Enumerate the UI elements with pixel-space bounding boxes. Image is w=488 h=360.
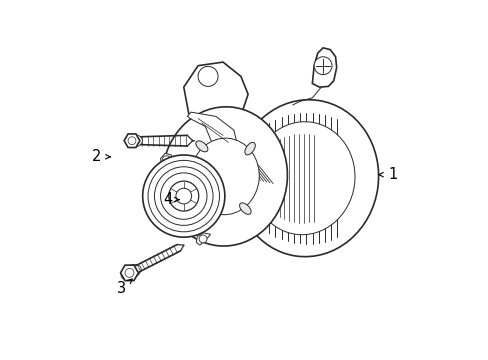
Polygon shape	[124, 134, 140, 148]
Ellipse shape	[190, 138, 259, 215]
Text: 3: 3	[117, 282, 125, 296]
Circle shape	[162, 156, 171, 164]
Polygon shape	[183, 62, 247, 123]
Text: 1: 1	[387, 167, 397, 182]
Polygon shape	[121, 265, 138, 280]
Circle shape	[125, 269, 134, 277]
Ellipse shape	[196, 141, 207, 152]
Polygon shape	[196, 233, 210, 245]
Ellipse shape	[244, 142, 255, 155]
Circle shape	[313, 57, 331, 75]
Ellipse shape	[121, 264, 141, 280]
Circle shape	[199, 235, 206, 243]
Polygon shape	[312, 48, 336, 87]
Circle shape	[160, 173, 206, 219]
Ellipse shape	[239, 203, 251, 215]
Circle shape	[148, 160, 219, 232]
Circle shape	[168, 181, 198, 211]
Ellipse shape	[187, 190, 200, 202]
Polygon shape	[187, 112, 237, 160]
Circle shape	[142, 155, 224, 237]
Circle shape	[128, 137, 136, 145]
Circle shape	[198, 66, 218, 86]
Ellipse shape	[125, 134, 142, 147]
Circle shape	[154, 167, 213, 225]
Ellipse shape	[162, 107, 287, 246]
Polygon shape	[160, 153, 173, 166]
Text: 2: 2	[91, 149, 101, 164]
Ellipse shape	[235, 100, 378, 257]
Text: 4: 4	[163, 192, 172, 207]
Ellipse shape	[251, 122, 354, 235]
Circle shape	[176, 188, 191, 204]
